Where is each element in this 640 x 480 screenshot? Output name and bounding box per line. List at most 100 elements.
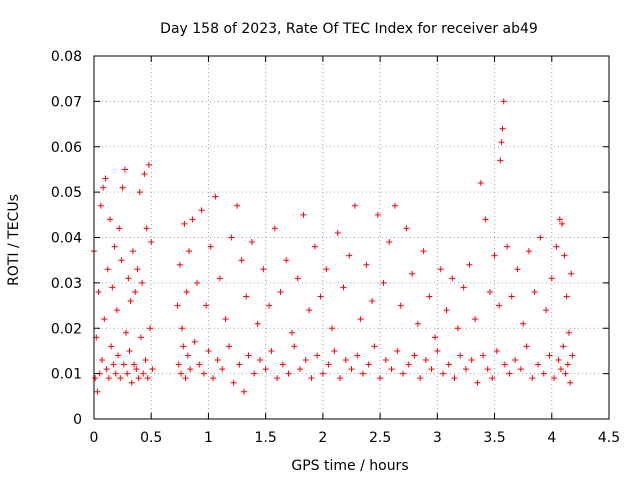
data-point	[520, 320, 527, 327]
data-point	[277, 288, 284, 295]
data-point	[440, 370, 447, 377]
y-tick-label: 0.02	[51, 321, 82, 337]
data-point	[136, 189, 143, 196]
data-point	[189, 216, 196, 223]
data-point	[134, 266, 141, 273]
data-point	[460, 284, 467, 291]
data-point	[540, 370, 547, 377]
data-point	[129, 248, 136, 255]
data-point	[405, 361, 412, 368]
data-point	[351, 202, 358, 209]
data-point	[506, 370, 513, 377]
data-point	[546, 352, 553, 359]
data-point	[147, 325, 154, 332]
x-tick-label: 0	[90, 430, 99, 446]
data-point	[329, 325, 336, 332]
data-point	[297, 366, 303, 373]
data-point	[266, 302, 273, 309]
data-point	[123, 329, 130, 336]
data-point	[177, 370, 184, 377]
data-point	[380, 279, 387, 286]
data-point	[557, 366, 564, 373]
data-point	[422, 357, 429, 364]
data-point	[346, 252, 353, 259]
data-point	[529, 375, 536, 382]
data-point	[187, 366, 194, 373]
data-point	[493, 347, 500, 354]
data-point	[180, 343, 187, 350]
data-point	[181, 220, 188, 227]
data-point	[245, 352, 252, 359]
data-point	[403, 225, 410, 232]
data-point	[110, 361, 117, 368]
x-axis-label: GPS time / hours	[291, 458, 408, 474]
data-point	[391, 202, 398, 209]
data-point	[274, 375, 281, 382]
data-point	[394, 347, 401, 354]
data-point	[139, 279, 146, 286]
data-point	[212, 193, 219, 200]
data-point	[145, 161, 152, 168]
data-point	[285, 370, 292, 377]
data-point	[500, 98, 507, 105]
data-point	[486, 288, 493, 295]
data-point	[482, 216, 489, 223]
y-tick-label: 0	[73, 412, 82, 428]
data-point	[111, 243, 118, 250]
data-point	[374, 211, 381, 218]
data-point	[466, 261, 473, 268]
data-point	[311, 243, 318, 250]
data-point	[176, 261, 183, 268]
plot-frame	[93, 55, 610, 420]
data-point	[480, 352, 487, 359]
data-point	[121, 166, 128, 173]
data-point	[386, 239, 393, 246]
data-point	[302, 357, 309, 364]
data-point	[262, 366, 269, 373]
data-point	[260, 266, 267, 273]
data-point	[454, 325, 461, 332]
data-point	[248, 239, 255, 246]
data-point	[102, 175, 109, 182]
data-point	[149, 366, 156, 373]
data-point	[200, 370, 207, 377]
data-point	[101, 316, 108, 323]
data-point	[135, 375, 142, 382]
data-point	[512, 357, 519, 364]
data-point	[523, 343, 530, 350]
data-point	[508, 293, 515, 300]
data-point	[417, 375, 424, 382]
data-point	[230, 379, 237, 386]
data-point	[535, 361, 542, 368]
data-point	[100, 184, 107, 191]
data-point	[279, 361, 286, 368]
data-point	[107, 216, 114, 223]
data-point	[240, 388, 247, 395]
x-tick-label: 1	[204, 430, 213, 446]
data-point	[184, 352, 191, 359]
data-point	[185, 248, 192, 255]
data-point	[434, 347, 441, 354]
data-point	[568, 270, 575, 277]
data-point	[308, 375, 315, 382]
x-tick-label: 2.5	[369, 430, 391, 446]
y-tick-label: 0.08	[51, 49, 82, 65]
data-point	[95, 288, 102, 295]
data-point	[491, 252, 498, 259]
data-point	[183, 288, 190, 295]
x-tick-label: 0.5	[140, 430, 162, 446]
data-point	[563, 293, 570, 300]
data-point	[210, 375, 217, 382]
data-points	[91, 98, 576, 395]
data-point	[354, 352, 361, 359]
data-point	[300, 211, 307, 218]
data-point	[428, 366, 435, 373]
data-point	[369, 298, 376, 305]
data-point	[323, 266, 330, 273]
data-point	[357, 316, 364, 323]
y-tick-label: 0.05	[51, 185, 82, 201]
data-point	[553, 243, 560, 250]
data-point	[474, 379, 481, 386]
data-point	[127, 298, 134, 305]
x-tick-label: 3.5	[483, 430, 505, 446]
